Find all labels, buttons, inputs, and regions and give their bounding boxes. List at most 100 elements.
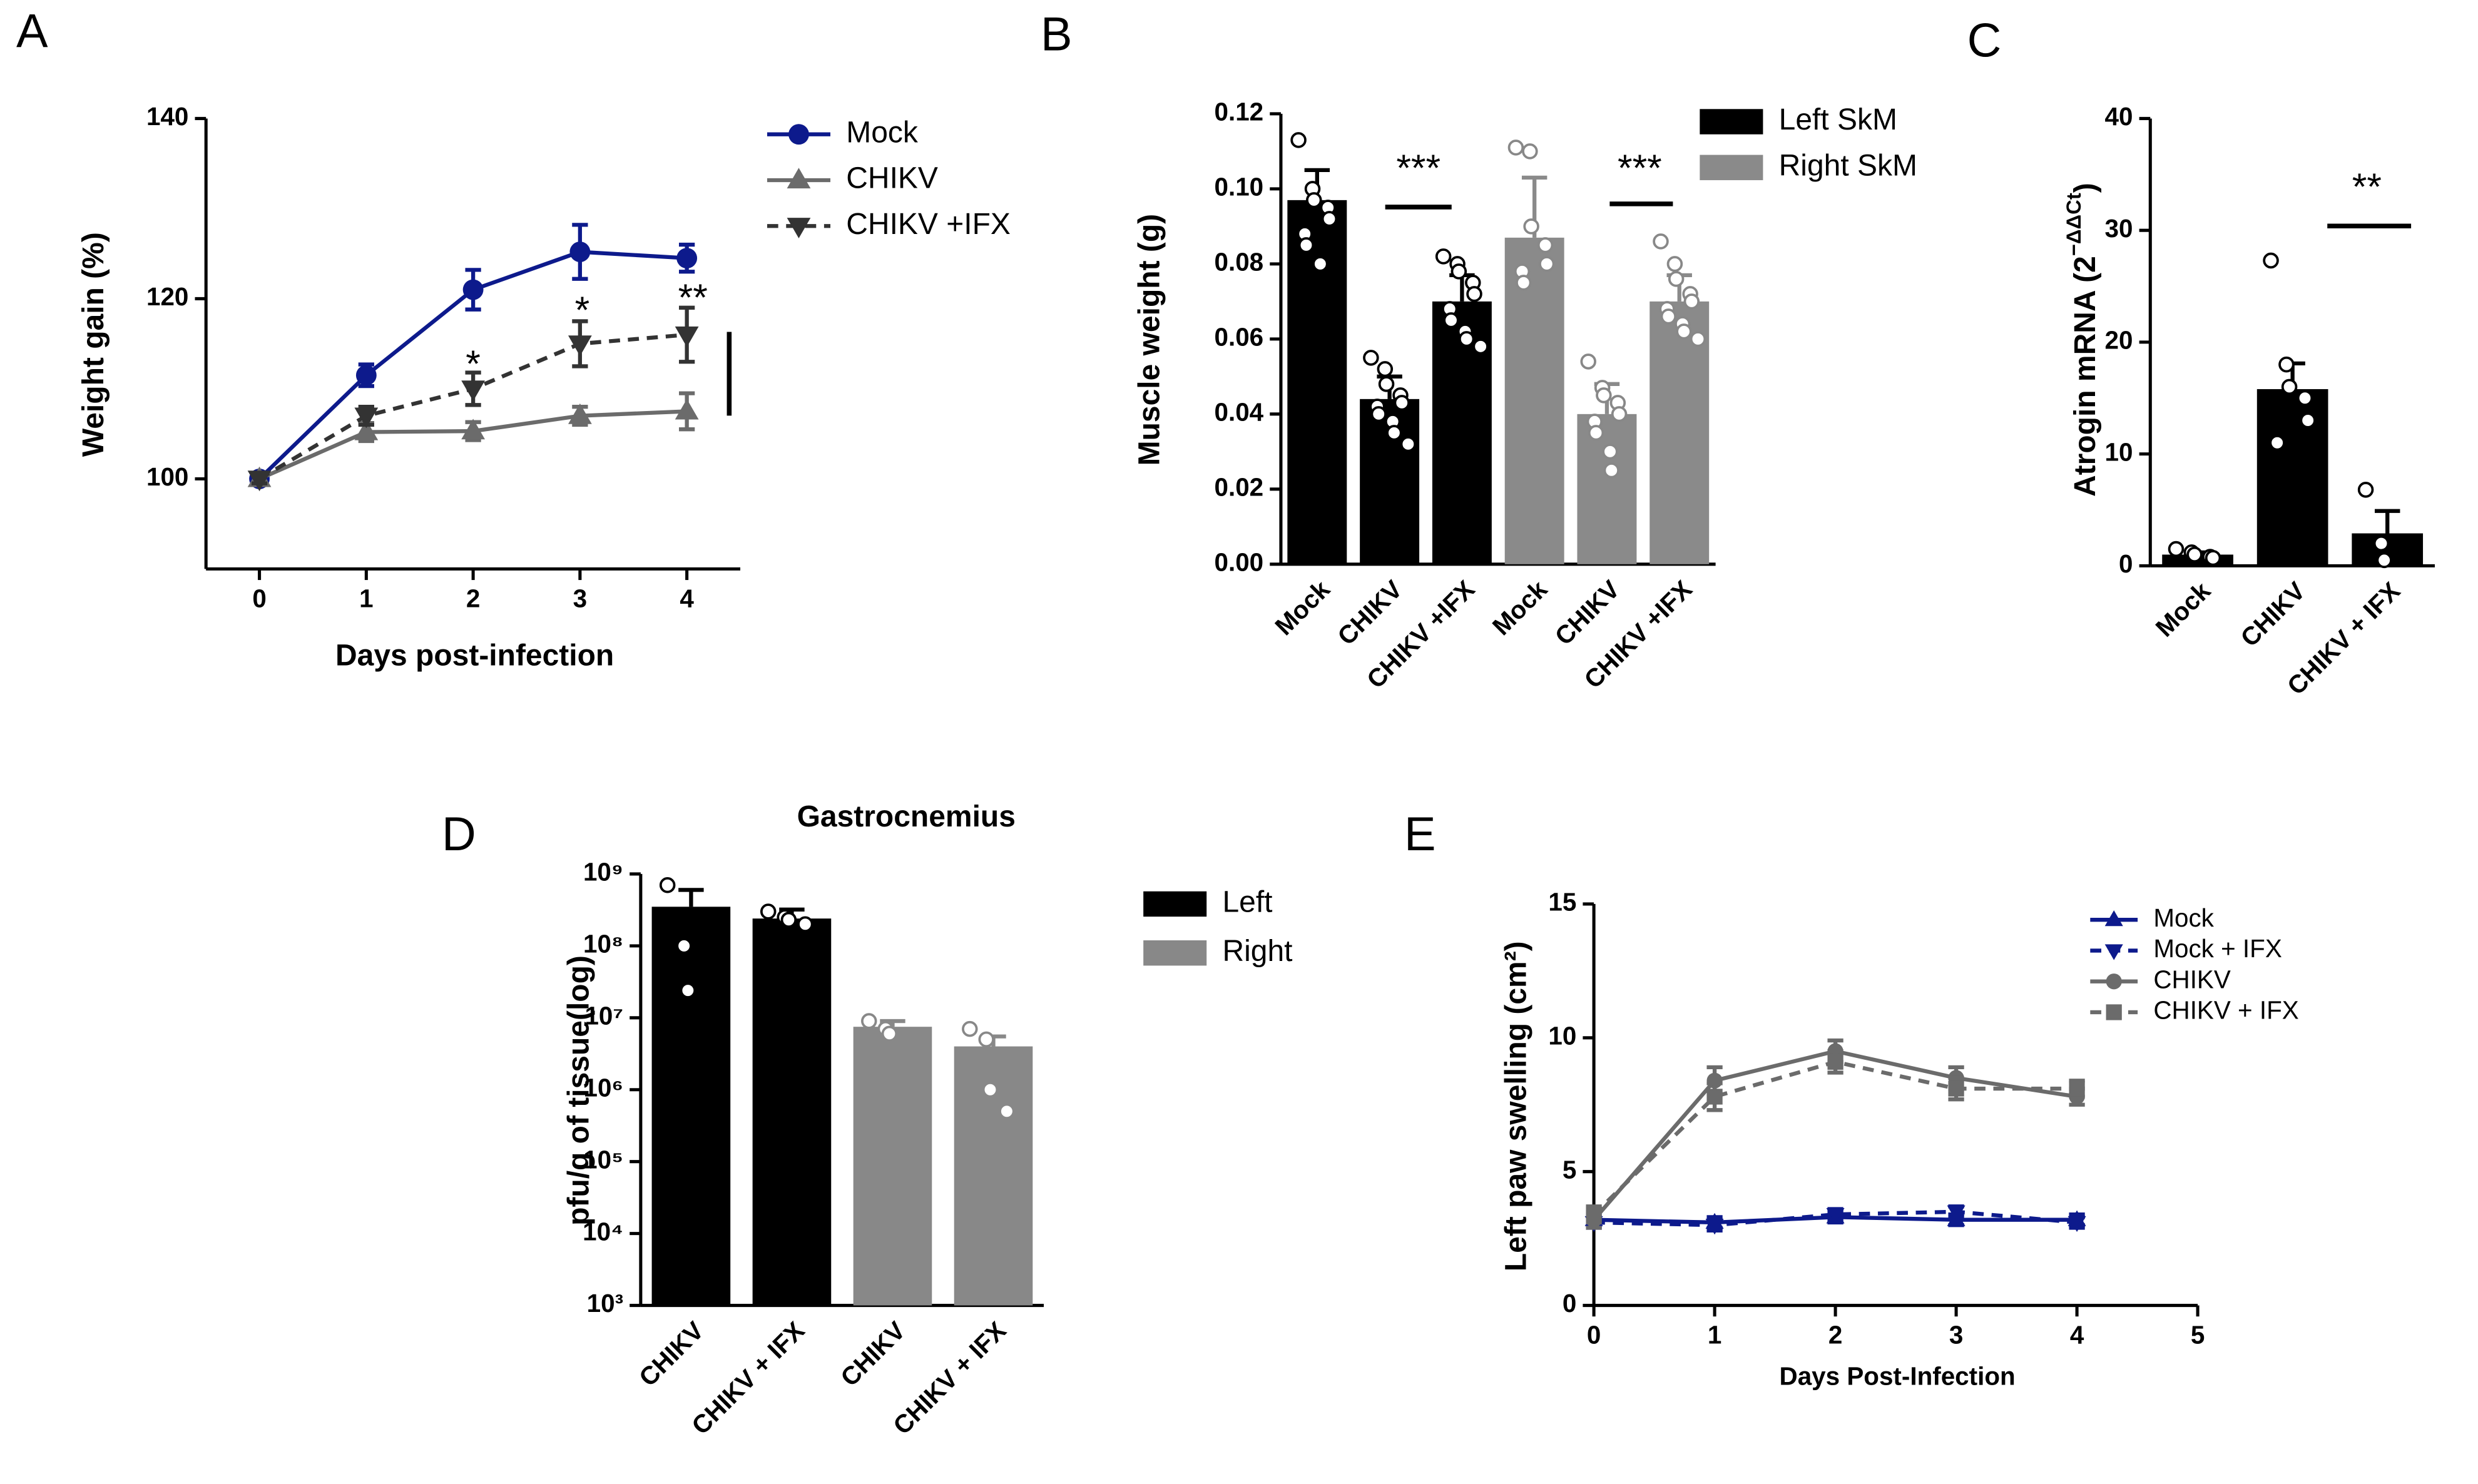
legend-label: Left [1222,886,1272,919]
y-axis-label-part: ) [2069,183,2102,193]
data-point [1523,218,1539,235]
data-point [1386,425,1402,441]
y-tick-label: 10⁴ [583,1217,623,1246]
y-tick-label: 0 [1563,1289,1576,1318]
legend-label: CHIKV +IFX [846,208,1011,241]
annotation: *** [1396,146,1440,189]
marker [675,326,699,347]
marker [676,248,698,269]
chart-title: Gastrocnemius [797,800,1016,833]
data-point [659,877,676,893]
y-axis-label: Muscle weight (g) [1133,214,1166,466]
marker [461,419,485,440]
x-tick-label: 2 [1828,1321,1842,1349]
bar [651,907,731,1306]
bar [1287,200,1347,564]
marker [568,403,592,424]
data-point [1522,143,1538,160]
data-point [1472,338,1489,355]
y-tick-label: 10⁸ [583,930,623,958]
panel: D Gastrocnemius pfu/g of tissue(log) 10³ 10⁴… [442,800,1292,1440]
y-tick-label: 10 [2105,437,2133,466]
marker [1706,1089,1723,1105]
legend-label: CHIKV [2153,965,2231,994]
data-point [1507,140,1524,156]
legend-label: Right [1222,935,1292,968]
data-point [1668,271,1685,287]
y-tick-label: 5 [1563,1155,1576,1184]
series-line [1594,1209,2078,1227]
y-tick-label: 0.00 [1214,547,1263,576]
y-tick-label: 10⁵ [583,1145,623,1174]
y-axis-label: Weight gain (%) [77,232,110,457]
data-point [1363,350,1379,366]
y-tick-label: 140 [146,102,188,131]
data-point [1516,275,1532,291]
data-point [2186,546,2203,563]
legend-label: Right SkM [1779,149,1917,182]
y-axis-label: Atrogin mRNA (2−ΔΔCt) [2062,183,2102,497]
data-point [1321,211,1338,227]
y-tick-label: 10 [1548,1021,1576,1050]
x-tick-label: 5 [2191,1321,2205,1349]
panel-letter: E [1404,808,1436,861]
error-bar [2374,509,2400,534]
marker [569,241,591,262]
data-point [2205,550,2221,566]
data-point [1666,256,1683,272]
x-axis-label: Days Post-Infection [1780,1361,2016,1390]
data-point [1539,256,1555,272]
bar [1504,237,1564,564]
data-point [2263,252,2279,269]
marker [2069,1080,2085,1097]
bar [1577,414,1637,564]
y-tick-label: 0.08 [1214,248,1263,277]
y-tick-label: 10⁷ [584,1001,623,1030]
marker [1705,1219,1724,1235]
y-tick-label: 20 [2105,326,2133,355]
annotation: ** [2352,165,2382,208]
x-tick-label: 3 [573,584,587,613]
panel: E Left paw swelling (cm²) 0 5 10 15 0 1 2 3 4 5 Days… [1404,808,2299,1391]
data-point [780,912,797,928]
legend-label: Mock [2153,903,2214,932]
data-point [1588,425,1604,441]
x-tick-label: 2 [466,584,480,613]
data-point [1290,132,1307,148]
error-bar [678,888,704,907]
annotation: *** [1618,146,1662,189]
x-axis-label: Days post-infection [335,639,614,673]
panel: B Muscle weight (g) 0.00 0.02 0.04 0.06 0.08 0.… [1041,8,1917,694]
data-point [1451,263,1467,280]
legend-label: CHIKV + IFX [2153,996,2298,1025]
y-tick-label: 15 [1548,888,1576,917]
panel-letter: A [16,5,48,58]
bar [752,918,832,1306]
annotation: ** [678,276,708,318]
y-tick-label: 0.10 [1214,173,1263,201]
marker [354,407,379,429]
marker [2104,910,2123,927]
marker [354,419,379,440]
y-axis-label-part: Atrogin mRNA (2 [2069,256,2102,497]
y-tick-label: 0 [2119,549,2133,578]
marker [1826,1208,1845,1224]
data-point [2281,379,2298,395]
data-point [982,1081,999,1098]
panel-letter: B [1041,8,1073,61]
marker [675,399,699,420]
marker [2104,944,2123,960]
data-point [1690,331,1706,347]
data-point [1370,406,1387,422]
data-point [1458,331,1475,347]
data-point [1306,192,1322,208]
y-tick-label: 0.04 [1214,398,1263,427]
x-tick-label: CHIKV [2235,576,2310,652]
data-point [978,1031,994,1048]
marker [787,168,811,189]
data-point [962,1020,978,1037]
data-point [1580,353,1596,370]
data-point [1653,233,1669,250]
